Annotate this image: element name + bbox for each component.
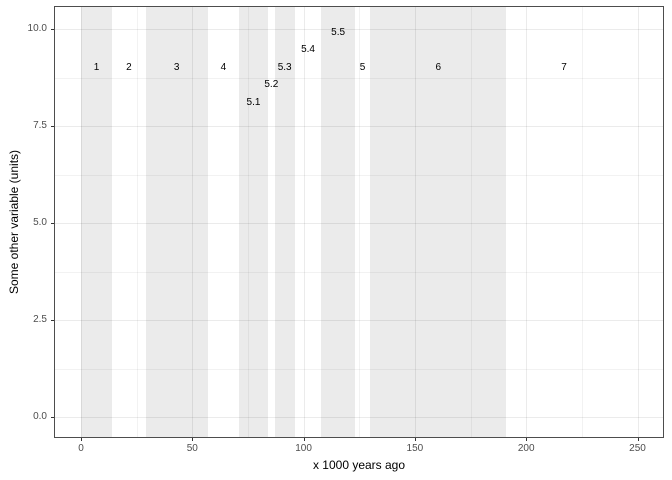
x-tick-mark	[637, 438, 639, 441]
grid-major-vertical	[81, 6, 82, 438]
stage-band	[239, 6, 268, 438]
y-tick-label: 2.5	[33, 314, 47, 325]
stage-label: 5	[359, 61, 366, 73]
plot-panel: 1 2 3 4 5.1 5.2 5.3 5.4 5.5 5 6 7	[54, 6, 664, 438]
grid-major-vertical	[303, 6, 305, 438]
grid-minor-horizontal	[54, 368, 664, 370]
x-tick-mark	[81, 438, 82, 441]
stage-label: 7	[561, 61, 567, 73]
grid-major-horizontal	[54, 126, 664, 127]
stage-label: 5.3	[277, 61, 292, 73]
x-tick-label: 150	[406, 443, 424, 454]
x-tick-label: 200	[517, 443, 535, 454]
stage-label: 5.4	[301, 44, 315, 56]
stage-label: 1	[93, 61, 100, 73]
y-tick-mark	[51, 320, 54, 321]
grid-minor-horizontal	[54, 271, 664, 273]
stage-band	[274, 6, 295, 438]
stage-label: 3	[173, 61, 180, 73]
grid-minor-vertical	[359, 6, 361, 438]
stage-label: 6	[435, 61, 442, 73]
grid-minor-vertical	[247, 6, 249, 438]
stage-label: 5.2	[264, 79, 279, 91]
y-tick-mark	[51, 417, 54, 418]
stage-band	[81, 6, 113, 438]
grid-major-vertical	[526, 6, 528, 438]
grid-major-vertical	[414, 6, 416, 438]
y-tick-mark	[51, 29, 54, 30]
grid-minor-vertical	[581, 6, 583, 438]
stage-band	[145, 6, 208, 438]
grid-minor-vertical	[470, 6, 472, 438]
grid-major-horizontal	[54, 29, 664, 30]
stage-label: 5.5	[331, 26, 346, 38]
x-axis-title: x 1000 years ago	[312, 458, 406, 472]
x-tick-mark	[414, 438, 416, 441]
y-tick-label: 7.5	[33, 120, 47, 131]
grid-major-horizontal	[54, 223, 664, 224]
stage-band	[321, 6, 355, 438]
grid-major-horizontal	[54, 417, 664, 418]
y-tick-label: 10.0	[27, 23, 47, 34]
stage-band	[370, 6, 507, 438]
y-tick-label: 0.0	[33, 411, 47, 422]
x-tick-mark	[192, 438, 194, 441]
y-tick-label: 5.0	[33, 217, 47, 228]
x-tick-label: 50	[186, 443, 198, 454]
stage-label: 2	[126, 61, 132, 73]
x-tick-label: 250	[629, 443, 646, 454]
x-tick-mark	[526, 438, 528, 441]
x-tick-label: 0	[78, 443, 84, 454]
stage-label: 5.1	[246, 96, 261, 108]
grid-major-horizontal	[54, 320, 664, 321]
stage-label: 4	[220, 61, 227, 73]
grid-major-vertical	[637, 6, 639, 438]
grid-minor-horizontal	[54, 77, 664, 79]
grid-major-vertical	[192, 6, 194, 438]
x-tick-label: 100	[295, 443, 312, 454]
grid-minor-horizontal	[54, 174, 664, 176]
y-axis-title: Some other variable (units)	[7, 149, 21, 295]
y-tick-mark	[51, 126, 54, 127]
y-tick-mark	[51, 223, 54, 224]
x-tick-mark	[303, 438, 305, 441]
grid-minor-vertical	[136, 6, 138, 438]
